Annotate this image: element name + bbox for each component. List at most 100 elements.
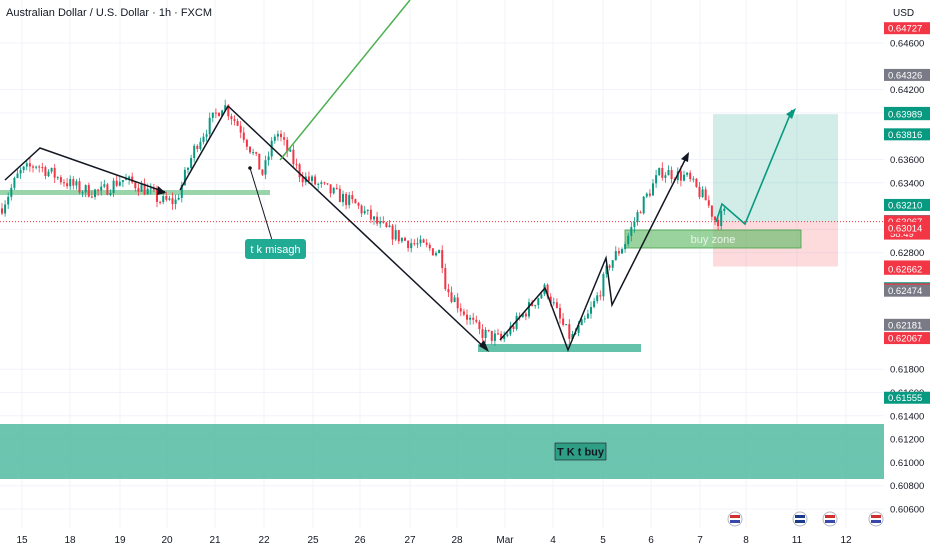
price-tag-box[interactable] [884,332,930,345]
price-tag-box[interactable] [884,198,930,211]
candle-body [146,188,149,195]
candle-body [565,324,568,326]
price-tick-label: 0.64200 [890,85,924,96]
trend-line-up[interactable] [499,153,689,353]
candle-body [410,243,413,249]
candle-body [121,180,124,182]
candle-body [118,181,121,186]
candle-body [286,139,289,152]
candle-body [35,166,38,168]
candle-body [528,302,530,317]
label-box-tk-t-buy[interactable] [554,442,607,461]
candle-body [97,189,100,191]
candle-body [190,158,193,168]
price-axis[interactable]: 0.646000.642000.640000.636000.634000.630… [884,0,932,550]
candle-body [425,242,428,245]
candle-body [704,189,707,201]
candle-body [208,117,211,135]
label-tk-misagh[interactable]: t k misagh [250,244,300,256]
time-tick-label: 8 [743,535,749,546]
candle-body [469,317,472,320]
candle-body [720,210,723,226]
event-flag-icon[interactable] [868,511,884,527]
candle-body [255,152,258,154]
candle-body [388,225,391,228]
candle-body [695,178,698,187]
candle-body [407,240,410,249]
candles [1,99,726,346]
price-axis-bg [884,0,932,550]
price-tag-box[interactable] [884,391,930,404]
trend-line-2[interactable] [179,105,229,191]
label-box-tk-misagh[interactable] [245,239,306,259]
candle-body [4,204,7,214]
candle-body [531,302,534,306]
candle-body [379,221,382,224]
trend-line-down[interactable] [227,105,488,351]
event-flag-icon[interactable] [727,511,743,527]
candle-body [586,313,589,319]
candle-body [245,139,248,147]
price-tag-box[interactable] [884,318,930,331]
time-axis[interactable]: 15 18 19 20 21 22 25 26 27 28 Mar 4 5 6 7 8 11 12 [0,511,884,550]
candle-body [338,188,341,203]
candle-body [509,326,512,335]
candle-body [183,169,186,185]
support-zone-left[interactable] [0,190,270,195]
price-tag-box[interactable] [884,108,930,121]
green-trend-line[interactable] [279,0,411,161]
candle-body [707,200,710,206]
tk-buy-zone[interactable] [0,424,884,479]
candle-body [354,199,357,204]
candle-body [441,250,444,269]
candle-body [605,265,608,275]
candle-body [655,175,658,184]
candle-body [472,317,475,320]
candle-body [59,177,62,183]
time-tick-label: 22 [258,535,270,546]
label-tk-t-buy[interactable]: T K t buy [557,447,605,459]
candle-body [56,177,59,179]
candle-body [404,237,406,241]
candle-body [431,248,434,256]
candle-body [500,333,503,340]
candle-body [555,302,558,308]
candle-body [47,171,50,177]
candle-body [689,172,692,180]
candle-body [280,133,282,138]
price-tag-box[interactable] [884,221,930,234]
candle-body [295,164,298,166]
trend-line-1[interactable] [4,147,166,193]
drawings-lines[interactable]: t k misagh buy zone T K t buy [4,0,796,461]
candle-body [270,140,273,157]
candle-body [490,330,493,341]
drawings-zones[interactable] [0,114,884,479]
candle-body [590,307,592,314]
event-flag-icon[interactable] [792,511,808,527]
candle-body [692,178,695,180]
price-tag-box[interactable] [884,284,930,297]
arrow-head [479,340,489,352]
candle-body [81,192,84,194]
currency-label[interactable]: USD [893,8,914,19]
price-tag-value: 0.63989 [888,110,922,121]
position-profit-area[interactable] [713,114,838,222]
candle-body [683,174,685,181]
candle-body [109,193,112,195]
support-zone-bottom[interactable] [478,344,641,352]
price-tag-box[interactable] [884,68,930,81]
candle-body [44,167,47,177]
time-tick-label: 6 [648,535,654,546]
price-tag-box[interactable] [884,262,930,275]
candle-body [438,250,441,254]
candle-body [645,193,648,197]
candle-body [69,179,72,187]
projection-arrow[interactable] [715,109,793,226]
price-tag-box[interactable] [884,128,930,141]
label-buy-zone[interactable]: buy zone [691,234,736,246]
candle-body [165,196,168,200]
event-flag-icon[interactable] [822,511,838,527]
buy-zone-box[interactable] [624,229,802,249]
price-tag-box[interactable] [884,22,930,35]
